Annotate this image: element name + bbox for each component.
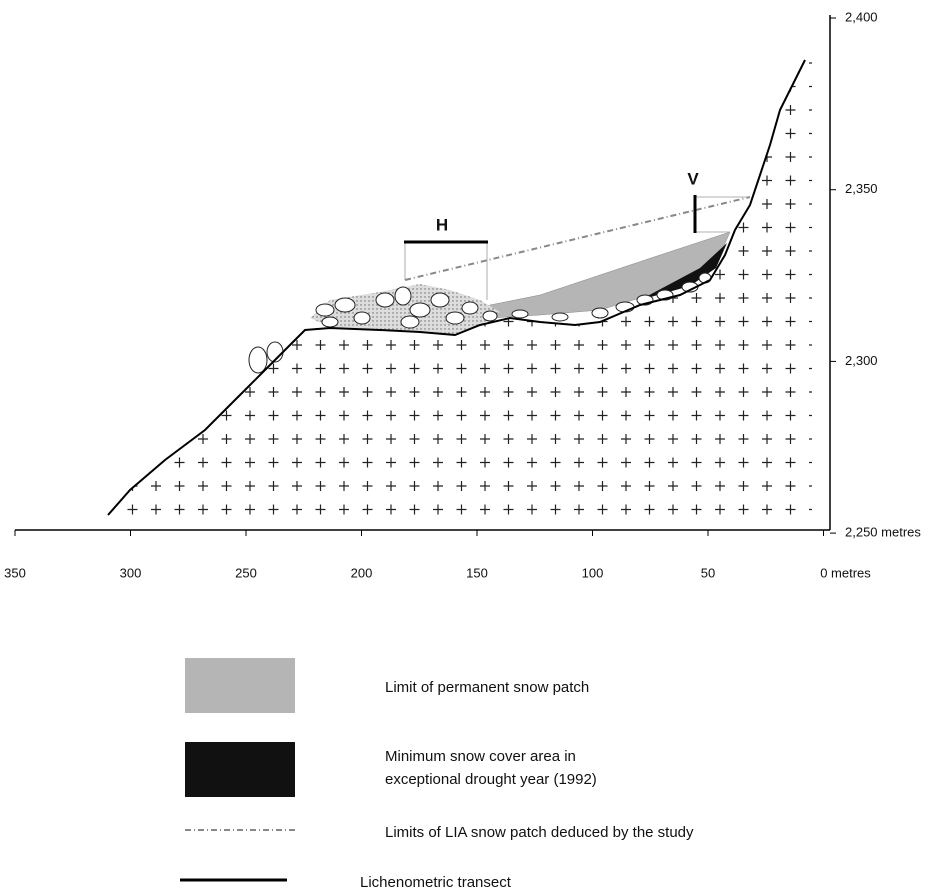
boulder — [249, 347, 267, 373]
y-tick-label: 2,300 — [845, 353, 878, 368]
boulder — [446, 312, 464, 324]
x-tick-label: 350 — [4, 565, 26, 580]
legend-label: Lichenometric transect — [360, 874, 512, 891]
boulder — [322, 317, 338, 327]
boulder — [462, 302, 478, 314]
legend-swatch — [185, 658, 295, 713]
boulder — [483, 311, 497, 321]
boulder — [395, 287, 411, 305]
x-tick-label: 100 — [582, 565, 604, 580]
y-tick-label: 2,350 — [845, 181, 878, 196]
boulder — [401, 316, 419, 328]
bedrock-hatching — [100, 50, 820, 520]
legend-swatch — [185, 742, 295, 797]
boulder — [376, 293, 394, 307]
x-tick-label: 50 — [701, 565, 715, 580]
legend-label: Limit of permanent snow patch — [385, 679, 589, 696]
legend-label: Limits of LIA snow patch deduced by the … — [385, 824, 694, 841]
x-tick-label: 300 — [120, 565, 142, 580]
y-tick-label: 2,400 — [845, 9, 878, 24]
boulder — [354, 312, 370, 324]
x-tick-label: 200 — [351, 565, 373, 580]
boulder — [335, 298, 355, 312]
boulder — [512, 310, 528, 318]
x-tick-label: 250 — [235, 565, 257, 580]
diagram: 350 300 250 200 150 100 50 0 metres 2,400 2,350 2,… — [0, 0, 941, 893]
boulder — [316, 304, 334, 316]
legend-label: Minimum snow cover area in — [385, 748, 576, 765]
page: {"x_axis": {"ticks": ["350", "300", "250… — [0, 0, 941, 893]
legend: Limit of permanent snow patch Minimum sno… — [180, 658, 694, 891]
boulder — [410, 303, 430, 317]
boulder — [552, 313, 568, 321]
x-tick-label: 150 — [466, 565, 488, 580]
boulder — [592, 308, 608, 318]
y-tick-label: 2,250 metres — [845, 525, 921, 540]
legend-label: exceptional drought year (1992) — [385, 771, 597, 788]
h-label: H — [436, 215, 448, 234]
boulder — [431, 293, 449, 307]
v-label: V — [687, 169, 699, 188]
x-tick-label: 0 metres — [820, 565, 871, 580]
